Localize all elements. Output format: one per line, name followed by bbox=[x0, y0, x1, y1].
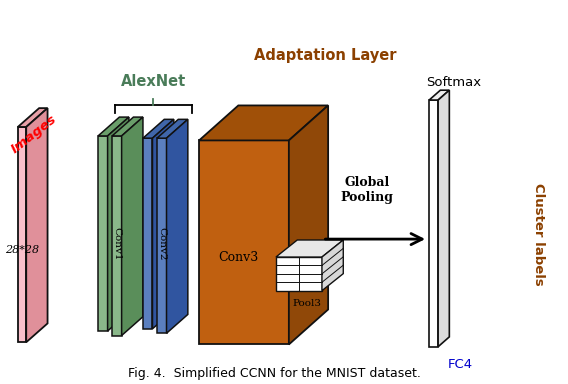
Text: Softmax: Softmax bbox=[425, 76, 481, 89]
Polygon shape bbox=[26, 108, 48, 342]
Polygon shape bbox=[199, 106, 328, 141]
Text: FC4: FC4 bbox=[448, 358, 473, 371]
Text: Fig. 4.  Simplified CCNN for the MNIST dataset.: Fig. 4. Simplified CCNN for the MNIST da… bbox=[128, 367, 421, 380]
Polygon shape bbox=[157, 119, 188, 138]
Polygon shape bbox=[98, 136, 107, 331]
Text: Images: Images bbox=[9, 113, 59, 156]
Polygon shape bbox=[112, 117, 143, 136]
Text: Conv3: Conv3 bbox=[218, 250, 258, 263]
Text: 28*28: 28*28 bbox=[5, 245, 39, 255]
Polygon shape bbox=[157, 138, 166, 333]
Polygon shape bbox=[152, 119, 174, 329]
Polygon shape bbox=[322, 240, 343, 291]
Polygon shape bbox=[429, 90, 449, 100]
Text: Conv1: Conv1 bbox=[112, 227, 122, 260]
Text: Global
Pooling: Global Pooling bbox=[341, 176, 394, 204]
Polygon shape bbox=[122, 117, 143, 336]
Polygon shape bbox=[199, 141, 289, 344]
Text: Pool3: Pool3 bbox=[293, 299, 322, 308]
Polygon shape bbox=[276, 240, 343, 257]
Polygon shape bbox=[143, 138, 152, 329]
Polygon shape bbox=[166, 119, 188, 333]
Text: AlexNet: AlexNet bbox=[121, 74, 186, 89]
Polygon shape bbox=[98, 117, 129, 136]
Polygon shape bbox=[18, 108, 48, 127]
Polygon shape bbox=[438, 90, 449, 347]
Polygon shape bbox=[143, 119, 174, 138]
Polygon shape bbox=[429, 100, 438, 347]
Text: Adaptation Layer: Adaptation Layer bbox=[254, 48, 396, 63]
Polygon shape bbox=[289, 106, 328, 344]
Polygon shape bbox=[276, 257, 322, 291]
Text: Conv2: Conv2 bbox=[158, 227, 167, 260]
Polygon shape bbox=[112, 136, 122, 336]
Polygon shape bbox=[107, 117, 129, 331]
Text: Cluster labels: Cluster labels bbox=[532, 183, 545, 286]
Polygon shape bbox=[18, 127, 26, 342]
